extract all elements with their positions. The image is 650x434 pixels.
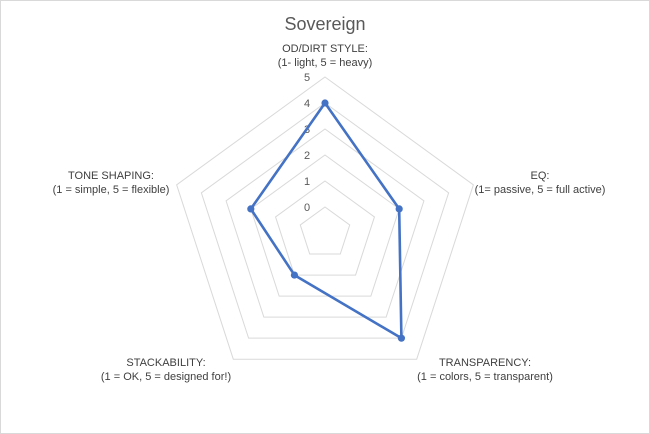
data-point	[247, 205, 255, 213]
grid-ring	[250, 154, 400, 297]
grid-ring	[200, 102, 450, 339]
axis-sublabel: (1 = OK, 5 = designed for!)	[101, 371, 231, 383]
axis-labels: OD/DIRT STYLE: (1- light, 5 = heavy) EQ: (1…	[53, 43, 606, 383]
axis-sublabel: (1 = simple, 5 = flexible)	[53, 184, 170, 196]
grid-ring	[176, 76, 474, 360]
chart-title: Sovereign	[284, 14, 365, 34]
axis-label: TONE SHAPING:	[68, 170, 154, 182]
tick-label: 1	[304, 176, 310, 188]
grid-ring	[274, 180, 376, 276]
data-point	[395, 205, 403, 213]
axis-label: EQ:	[531, 170, 550, 182]
data-point	[321, 99, 329, 107]
axis-sublabel: (1= passive, 5 = full active)	[475, 184, 606, 196]
axis-label: STACKABILITY:	[126, 357, 205, 369]
radar-grid	[176, 76, 474, 360]
series-line	[249, 101, 403, 340]
axis-label: TRANSPARENCY:	[439, 357, 531, 369]
data-point	[397, 334, 406, 342]
series-layer	[247, 99, 406, 342]
axis-sublabel: (1 = colors, 5 = transparent)	[417, 371, 553, 383]
tick-label: 5	[304, 72, 310, 84]
axis-label: OD/DIRT STYLE:	[282, 43, 368, 55]
data-point	[290, 271, 299, 279]
tick-label: 0	[304, 202, 310, 214]
tick-label: 2	[304, 150, 310, 162]
grid-ring	[225, 128, 425, 318]
grid-ring	[299, 206, 351, 255]
tick-label: 4	[304, 98, 310, 110]
axis-sublabel: (1- light, 5 = heavy)	[278, 57, 372, 69]
